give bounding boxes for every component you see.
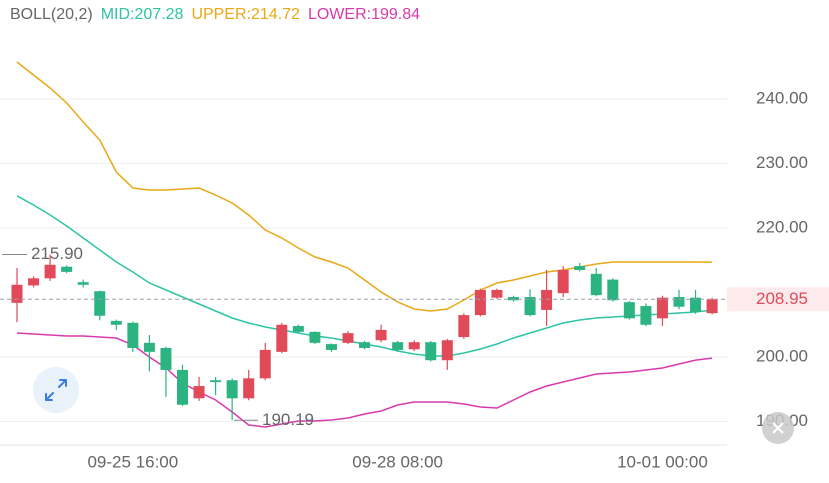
candle-body (640, 306, 652, 325)
candle-body (541, 289, 553, 310)
candle-body (243, 378, 255, 399)
candle-body (557, 269, 569, 294)
candle-body (160, 347, 172, 370)
candle-body (524, 297, 536, 316)
candle-body (94, 291, 106, 316)
annotation-label: 190.19 (262, 410, 314, 429)
candle-body (656, 297, 668, 319)
candle-body (408, 342, 420, 350)
candle-body (342, 333, 354, 343)
candle-body (309, 331, 321, 343)
candle-body (226, 380, 238, 399)
candle-body (491, 289, 503, 298)
zoom-button[interactable] (33, 367, 79, 413)
candle-body (508, 297, 519, 301)
candle-body (143, 342, 155, 352)
candle-body (607, 279, 619, 301)
legend-entry: UPPER:214.72 (191, 6, 300, 23)
legend-entry: MID:207.28 (101, 6, 184, 23)
candle-body (11, 284, 23, 303)
candle-body (259, 349, 271, 379)
close-icon (772, 422, 784, 434)
candle-body (110, 320, 122, 325)
candle-body (425, 342, 437, 361)
candle-body (392, 342, 404, 350)
candle-body (325, 344, 337, 350)
candle-body (61, 266, 73, 272)
y-tick-label: 200.00 (756, 347, 808, 366)
candle-body (474, 289, 486, 316)
y-tick-label: 240.00 (756, 88, 808, 107)
candle-body (673, 297, 685, 307)
candle-body (28, 278, 40, 286)
y-tick-label: 220.00 (756, 217, 808, 236)
candle-body (177, 369, 188, 405)
x-tick-label: 10-01 00:00 (617, 452, 708, 471)
x-tick-label: 09-28 08:00 (352, 452, 443, 471)
candle-body (441, 340, 453, 361)
legend-entry: LOWER:199.84 (308, 6, 420, 23)
candle-body (375, 329, 387, 341)
candle-body (292, 326, 304, 332)
x-tick-label: 09-25 16:00 (87, 452, 178, 471)
candle-body (623, 302, 635, 319)
candle-body (359, 342, 371, 348)
y-tick-label: 230.00 (756, 153, 808, 172)
zoom-circle (33, 367, 79, 413)
candle-body (210, 380, 222, 383)
candle-body (690, 297, 702, 312)
candle-body (574, 266, 586, 270)
candle-body (458, 315, 470, 338)
indicator-label: BOLL(20,2) (10, 6, 93, 23)
candle-body (77, 282, 89, 285)
plot: 215.90 190.19 (0, 61, 727, 429)
candle-body (193, 386, 205, 399)
annotation-label: 215.90 (31, 244, 83, 263)
legend: BOLL(20,2) MID:207.28 UPPER:214.72 LOWER:19… (10, 6, 420, 23)
candle-body (590, 273, 602, 296)
band-line (16, 61, 713, 312)
zoom-icon (45, 379, 67, 401)
candle-body (127, 322, 139, 348)
grid (0, 98, 727, 423)
last-price-label: 208.95 (756, 289, 808, 308)
close-button[interactable] (762, 412, 794, 444)
candle-body (276, 324, 288, 352)
candle-body (44, 264, 56, 279)
last-price-box (727, 287, 829, 312)
candle-body (706, 299, 718, 314)
